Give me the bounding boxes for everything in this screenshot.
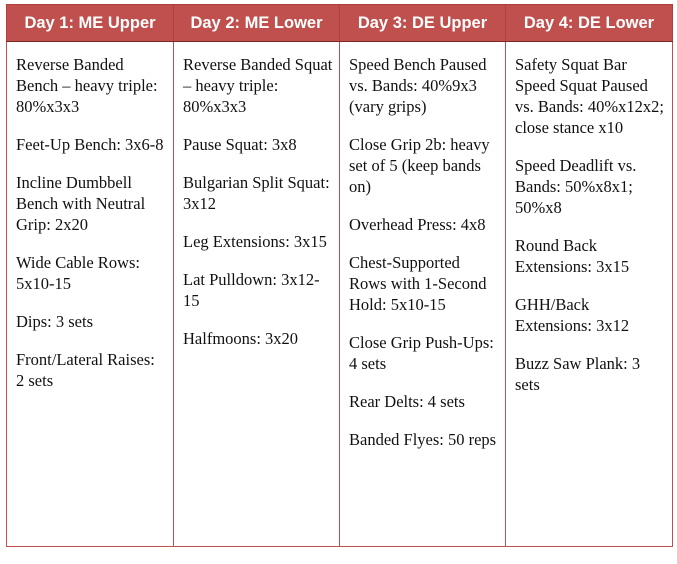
exercise-item: Wide Cable Rows: 5x10-15 [16, 253, 140, 293]
exercise-item: Reverse Banded Squat – heavy triple: 80%… [183, 55, 333, 116]
header-day-1: Day 1: ME Upper [6, 4, 174, 42]
exercise-item: Rear Delts: 4 sets [349, 392, 465, 411]
exercise-row: Reverse Banded Bench – heavy triple: 80%… [6, 41, 673, 547]
exercise-item: Overhead Press: 4x8 [349, 215, 486, 234]
exercise-item: Dips: 3 sets [16, 312, 94, 331]
exercise-item: Reverse Banded Bench – heavy triple: 80%… [16, 55, 158, 116]
day-4-cell: Safety Squat Bar Speed Squat Paused vs. … [505, 41, 673, 547]
exercise-item: Pause Squat: 3x8 [183, 135, 297, 154]
day-2-cell: Reverse Banded Squat – heavy triple: 80%… [173, 41, 340, 547]
exercise-item: Speed Deadlift vs. Bands: 50%x8x1; 50%x8 [515, 156, 637, 217]
header-day-4: Day 4: DE Lower [505, 4, 673, 42]
exercise-item: Lat Pulldown: 3x12-15 [183, 270, 320, 310]
exercise-item: Banded Flyes: 50 reps [349, 430, 497, 449]
day-1-cell: Reverse Banded Bench – heavy triple: 80%… [6, 41, 174, 547]
exercise-item: Buzz Saw Plank: 3 sets [515, 354, 641, 394]
exercise-item: Bulgarian Split Squat: 3x12 [183, 173, 330, 213]
exercise-item: Incline Dumbbell Bench with Neutral Grip… [16, 173, 146, 234]
day-3-cell: Speed Bench Paused vs. Bands: 40%9x3 (va… [339, 41, 506, 547]
exercise-item: Close Grip 2b: heavy set of 5 (keep band… [349, 135, 490, 196]
exercise-item: Safety Squat Bar Speed Squat Paused vs. … [515, 55, 664, 137]
header-row: Day 1: ME Upper Day 2: ME Lower Day 3: D… [6, 4, 673, 42]
exercise-item: Close Grip Push-Ups: 4 sets [349, 333, 494, 373]
exercise-item: Feet-Up Bench: 3x6-8 [16, 135, 164, 154]
exercise-item: Speed Bench Paused vs. Bands: 40%9x3 (va… [349, 55, 487, 116]
exercise-item: Chest-Supported Rows with 1-Second Hold:… [349, 253, 487, 314]
exercise-item: Halfmoons: 3x20 [183, 329, 299, 348]
header-day-2: Day 2: ME Lower [173, 4, 340, 42]
exercise-item: Front/Lateral Raises: 2 sets [16, 350, 155, 390]
exercise-item: GHH/Back Extensions: 3x12 [515, 295, 630, 335]
training-program-table: Day 1: ME Upper Day 2: ME Lower Day 3: D… [6, 4, 673, 547]
exercise-item: Round Back Extensions: 3x15 [515, 236, 630, 276]
header-day-3: Day 3: DE Upper [339, 4, 506, 42]
exercise-item: Leg Extensions: 3x15 [183, 232, 327, 251]
